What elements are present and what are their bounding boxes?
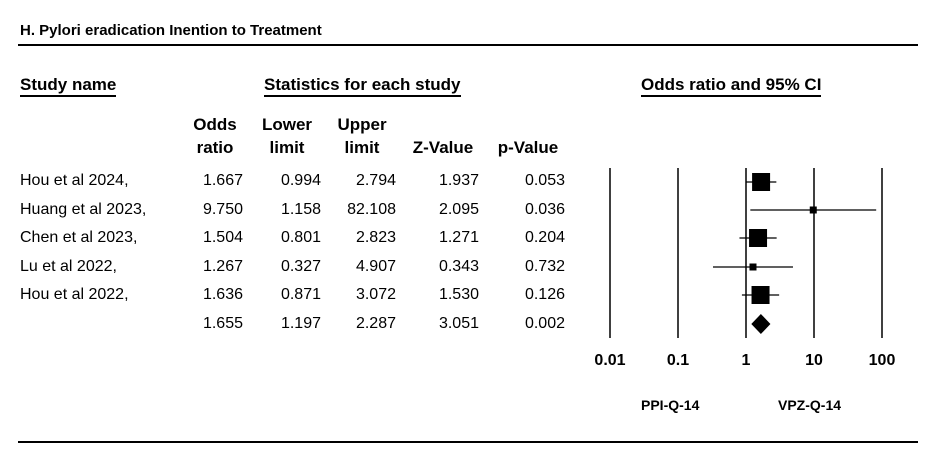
cell-p: 0.036 — [524, 201, 565, 218]
study-name-cell: Hou et al 2022, — [20, 286, 129, 303]
cell-z: 0.343 — [438, 258, 479, 275]
study-name-cell: Chen et al 2023, — [20, 229, 138, 246]
col-z-value: Z-Value — [412, 138, 474, 157]
summary-cell-p: 0.002 — [524, 315, 565, 332]
cell-upper: 2.823 — [355, 229, 396, 246]
cell-or: 9.750 — [202, 201, 243, 218]
cell-lower: 0.871 — [280, 286, 321, 303]
x-tick-label: 100 — [868, 352, 896, 369]
summary-cell-z: 3.051 — [438, 315, 479, 332]
col-odds-line1: Odds — [193, 115, 237, 134]
cell-or: 1.636 — [202, 286, 243, 303]
col-upper-line1: Upper — [337, 115, 387, 134]
cell-z: 2.095 — [438, 201, 479, 218]
cell-p: 0.053 — [524, 172, 565, 189]
cell-z: 1.530 — [438, 286, 479, 303]
col-upper-limit: Upper limit — [327, 113, 397, 159]
col-lower-line1: Lower — [261, 115, 313, 134]
col-lower-line2: limit — [269, 138, 305, 157]
cell-upper: 4.907 — [355, 258, 396, 275]
cell-p: 0.732 — [524, 258, 565, 275]
cell-lower: 1.158 — [280, 201, 321, 218]
forest-header: Odds ratio and 95% CI — [641, 75, 822, 97]
cell-or: 1.267 — [202, 258, 243, 275]
cell-z: 1.271 — [438, 229, 479, 246]
cell-z: 1.937 — [438, 172, 479, 189]
cell-p: 0.204 — [524, 229, 565, 246]
chart-title: H. Pylori eradication Inention to Treatm… — [20, 22, 322, 39]
top-rule — [18, 44, 918, 46]
cell-upper: 82.108 — [347, 201, 396, 218]
cell-lower: 0.994 — [280, 172, 321, 189]
study-name-cell: Hou et al 2024, — [20, 172, 129, 189]
study-name-cell: Huang et al 2023, — [20, 201, 147, 218]
x-tick-label: 10 — [805, 352, 823, 369]
study-point-marker — [749, 229, 768, 247]
col-p-value: p-Value — [497, 138, 559, 157]
favors-left-label: PPI-Q-14 — [641, 397, 700, 413]
cell-lower: 0.801 — [280, 229, 321, 246]
x-tick-label: 0.1 — [666, 352, 690, 369]
col-upper-line2: limit — [344, 138, 380, 157]
study-name-header: Study name — [20, 75, 117, 97]
study-point-marker — [749, 263, 757, 271]
study-name-header-label: Study name — [20, 75, 117, 97]
study-point-marker — [809, 206, 817, 214]
study-point-marker — [751, 286, 770, 304]
summary-diamond — [751, 314, 771, 334]
cell-upper: 2.794 — [355, 172, 396, 189]
x-tick-label: 1 — [741, 352, 751, 369]
study-name-cell: Lu et al 2022, — [20, 258, 117, 275]
summary-cell-lower: 1.197 — [280, 315, 321, 332]
x-tick-label: 0.01 — [594, 352, 626, 369]
cell-upper: 3.072 — [355, 286, 396, 303]
bottom-rule — [18, 441, 918, 443]
cell-or: 1.504 — [202, 229, 243, 246]
summary-cell-or: 1.655 — [202, 315, 243, 332]
cell-p: 0.126 — [524, 286, 565, 303]
summary-cell-upper: 2.287 — [355, 315, 396, 332]
favors-right-label: VPZ-Q-14 — [778, 397, 842, 413]
statistics-header-label: Statistics for each study — [264, 75, 461, 97]
cell-or: 1.667 — [202, 172, 243, 189]
statistics-header: Statistics for each study — [264, 75, 461, 97]
col-odds-ratio: Odds ratio — [180, 113, 250, 159]
cell-lower: 0.327 — [280, 258, 321, 275]
forest-header-label: Odds ratio and 95% CI — [641, 75, 822, 97]
col-odds-line2: ratio — [196, 138, 234, 157]
study-point-marker — [752, 173, 771, 191]
col-lower-limit: Lower limit — [252, 113, 322, 159]
